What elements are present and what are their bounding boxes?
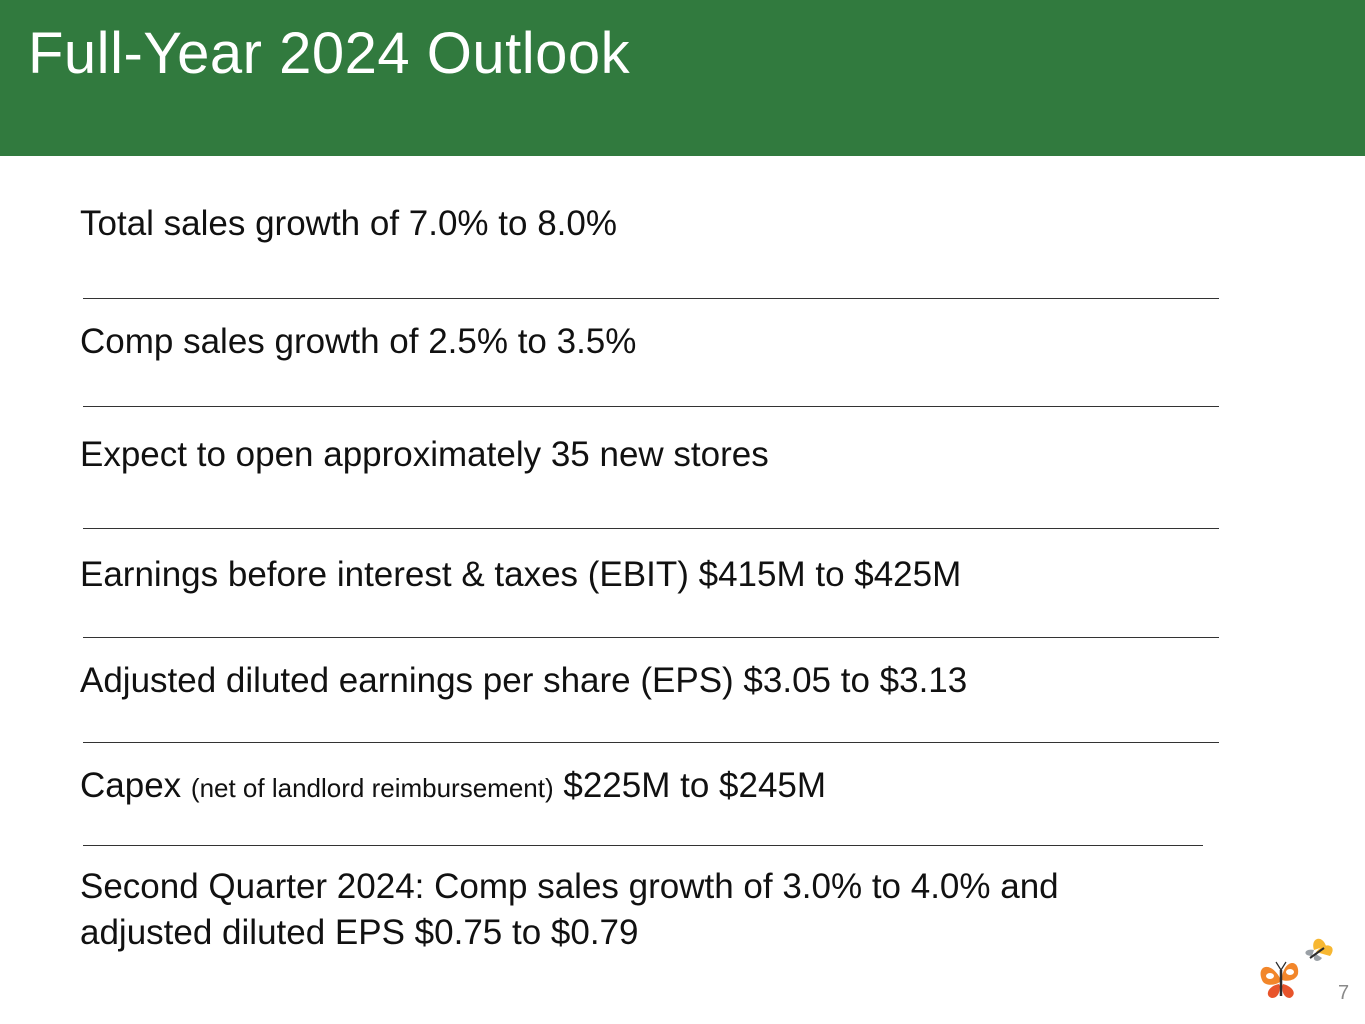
butterflies-icon: [1260, 938, 1333, 998]
small-butterfly-icon: [1305, 938, 1333, 961]
capex-value: $225M to $245M: [563, 766, 827, 805]
page-number: 7: [1338, 982, 1350, 1004]
divider: [83, 742, 1219, 743]
outlook-q2-line-2: adjusted diluted EPS $0.75 to $0.79: [80, 913, 639, 952]
outlook-eps: Adjusted diluted earnings per share (EPS…: [80, 661, 968, 700]
divider: [83, 406, 1219, 407]
outlook-capex: Capex (net of landlord reimbursement) $2…: [80, 763, 826, 811]
outlook-new-stores: Expect to open approximately 35 new stor…: [80, 435, 769, 474]
divider: [83, 637, 1219, 638]
outlook-q2-line-1: Second Quarter 2024: Comp sales growth o…: [80, 867, 1059, 906]
divider: [83, 528, 1219, 529]
title-banner: Full-Year 2024 Outlook: [0, 0, 1365, 156]
capex-label: Capex: [80, 766, 182, 805]
capex-note: (net of landlord reimbursement): [190, 773, 554, 803]
slide-title: Full-Year 2024 Outlook: [28, 21, 631, 86]
outlook-comp-sales: Comp sales growth of 2.5% to 3.5%: [80, 322, 637, 361]
large-butterfly-icon: [1260, 961, 1299, 998]
outlook-total-sales: Total sales growth of 7.0% to 8.0%: [80, 204, 617, 243]
divider: [83, 845, 1203, 846]
divider: [83, 298, 1219, 299]
outlook-ebit: Earnings before interest & taxes (EBIT) …: [80, 555, 962, 594]
